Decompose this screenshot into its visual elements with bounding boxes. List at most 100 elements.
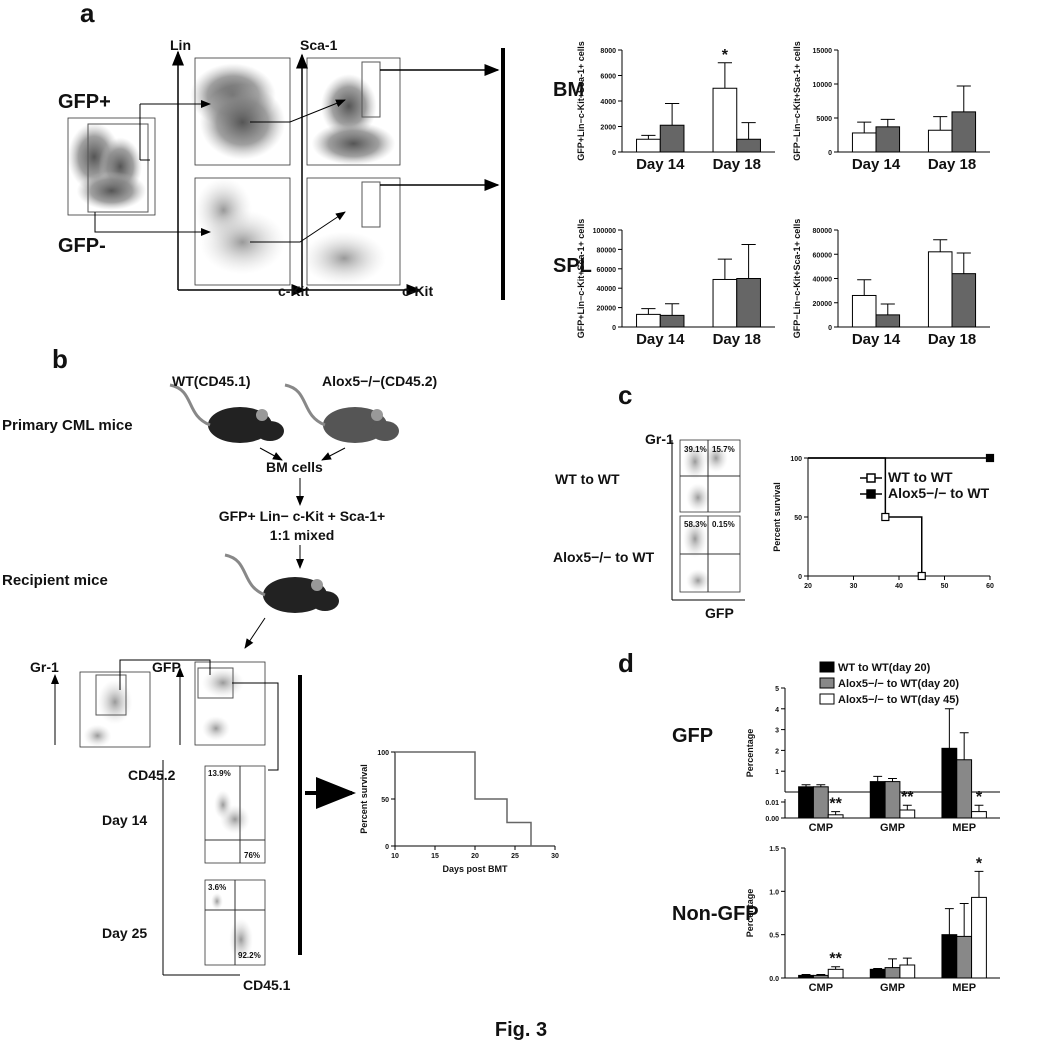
x-tick-label: MEP — [952, 822, 976, 834]
row-label: SPL — [553, 255, 592, 277]
legend-label: Alox5−/− to WT(day 20) — [838, 678, 959, 690]
y-tick-label: 0 — [828, 325, 832, 332]
label: Primary CML mice — [2, 417, 133, 434]
survival-marker — [917, 571, 926, 581]
arrow — [259, 447, 283, 461]
flow-density — [320, 74, 377, 139]
error-bar — [888, 777, 897, 782]
axis-label: c-Kit — [278, 283, 309, 299]
y-tick-label: 0.00 — [765, 816, 779, 823]
flow-density — [202, 715, 230, 741]
mouse — [284, 383, 326, 427]
error-bar — [888, 958, 897, 968]
panel-letter: c — [618, 380, 632, 410]
label: BM cells — [266, 459, 323, 475]
y-tick-label: 8000 — [600, 48, 616, 55]
bar — [956, 935, 973, 979]
gate-percent: 3.6% — [208, 883, 226, 892]
gate-percent: 39.1% — [684, 445, 707, 454]
error-bar — [959, 902, 969, 937]
label: 1:1 mixed — [270, 527, 335, 543]
x-tick-label: 15 — [431, 853, 439, 860]
x-tick-label: Day 14 — [852, 331, 901, 348]
y-tick-label: 60000 — [813, 252, 833, 259]
axis-label: Lin — [170, 37, 191, 53]
mouse — [263, 577, 327, 613]
mouse — [371, 409, 383, 421]
y-tick-label: 2 — [775, 748, 779, 755]
bar — [884, 967, 901, 979]
survival-line — [395, 751, 532, 846]
x-tick-label: Day 18 — [928, 331, 976, 348]
arrow — [244, 617, 266, 649]
error-bar — [944, 708, 954, 749]
y-tick-label: 20000 — [813, 301, 833, 308]
error-bar — [956, 85, 971, 112]
y-tick-label: 10000 — [813, 82, 833, 89]
y-tick-label: 15000 — [813, 48, 833, 55]
legend-swatch — [819, 661, 835, 673]
error-bar — [717, 258, 733, 280]
bar — [951, 273, 977, 328]
bar — [659, 124, 685, 153]
error-bar — [873, 775, 883, 782]
x-tick-label: 20 — [804, 583, 812, 590]
flow-density — [76, 171, 147, 211]
flow-density — [683, 519, 707, 558]
y-tick-label: 0 — [612, 325, 616, 332]
row-label: GFP — [672, 725, 713, 747]
error-bar — [956, 252, 971, 274]
x-tick-label: Day 14 — [636, 156, 685, 173]
error-bar — [959, 732, 969, 760]
y-axis-label: GFP−Lin−c-Kit+Sca-1+ cells — [792, 41, 802, 161]
error-bar — [641, 308, 656, 315]
flow-density — [683, 443, 707, 480]
y-tick-label: 100 — [377, 750, 389, 757]
x-tick-label: MEP — [952, 982, 976, 994]
x-axis-label: Days post BMT — [442, 864, 508, 874]
flow-density — [83, 724, 112, 747]
bar — [851, 294, 877, 328]
legend-label: WT to WT — [888, 469, 953, 485]
survival-marker — [985, 453, 995, 463]
flow-density — [686, 483, 710, 512]
gate-percent: 13.9% — [208, 769, 231, 778]
y-axis-label: Percent survival — [359, 764, 369, 834]
x-tick-label: 10 — [391, 853, 399, 860]
error-bar — [974, 804, 984, 812]
x-tick-label: GMP — [880, 982, 905, 994]
y-tick-label: 0 — [385, 844, 389, 851]
legend-marker — [866, 489, 876, 499]
label: Day 25 — [102, 925, 147, 941]
gate-label: GFP- — [58, 235, 106, 257]
error-bar — [880, 303, 895, 315]
mouse — [311, 591, 339, 611]
error-bar — [717, 62, 733, 89]
y-tick-label: 80000 — [597, 247, 617, 254]
bar — [941, 747, 958, 819]
bar — [812, 974, 829, 979]
y-tick-label: 0 — [798, 574, 802, 581]
bar — [812, 786, 829, 819]
mouse — [256, 409, 268, 421]
y-tick-label: 100000 — [593, 228, 616, 235]
flow-density — [704, 443, 728, 473]
significance: ** — [901, 789, 914, 806]
x-tick-label: 30 — [551, 853, 559, 860]
bar — [869, 781, 886, 819]
error-bar — [944, 908, 954, 935]
label: Alox5−/−(CD45.2) — [322, 373, 437, 389]
mouse — [323, 407, 387, 443]
x-tick-label: 25 — [511, 853, 519, 860]
gate — [95, 674, 127, 716]
y-axis-label: Percent survival — [772, 482, 782, 552]
y-tick-label: 3 — [775, 728, 779, 735]
error-bar — [902, 957, 912, 965]
axis — [162, 760, 240, 976]
y-tick-label: 5 — [775, 686, 779, 693]
axis-label: Gr-1 — [30, 659, 59, 675]
error-bar — [857, 279, 872, 296]
y-tick-label: 4000 — [600, 99, 616, 106]
bar — [736, 278, 761, 328]
label: WT(CD45.1) — [172, 373, 251, 389]
